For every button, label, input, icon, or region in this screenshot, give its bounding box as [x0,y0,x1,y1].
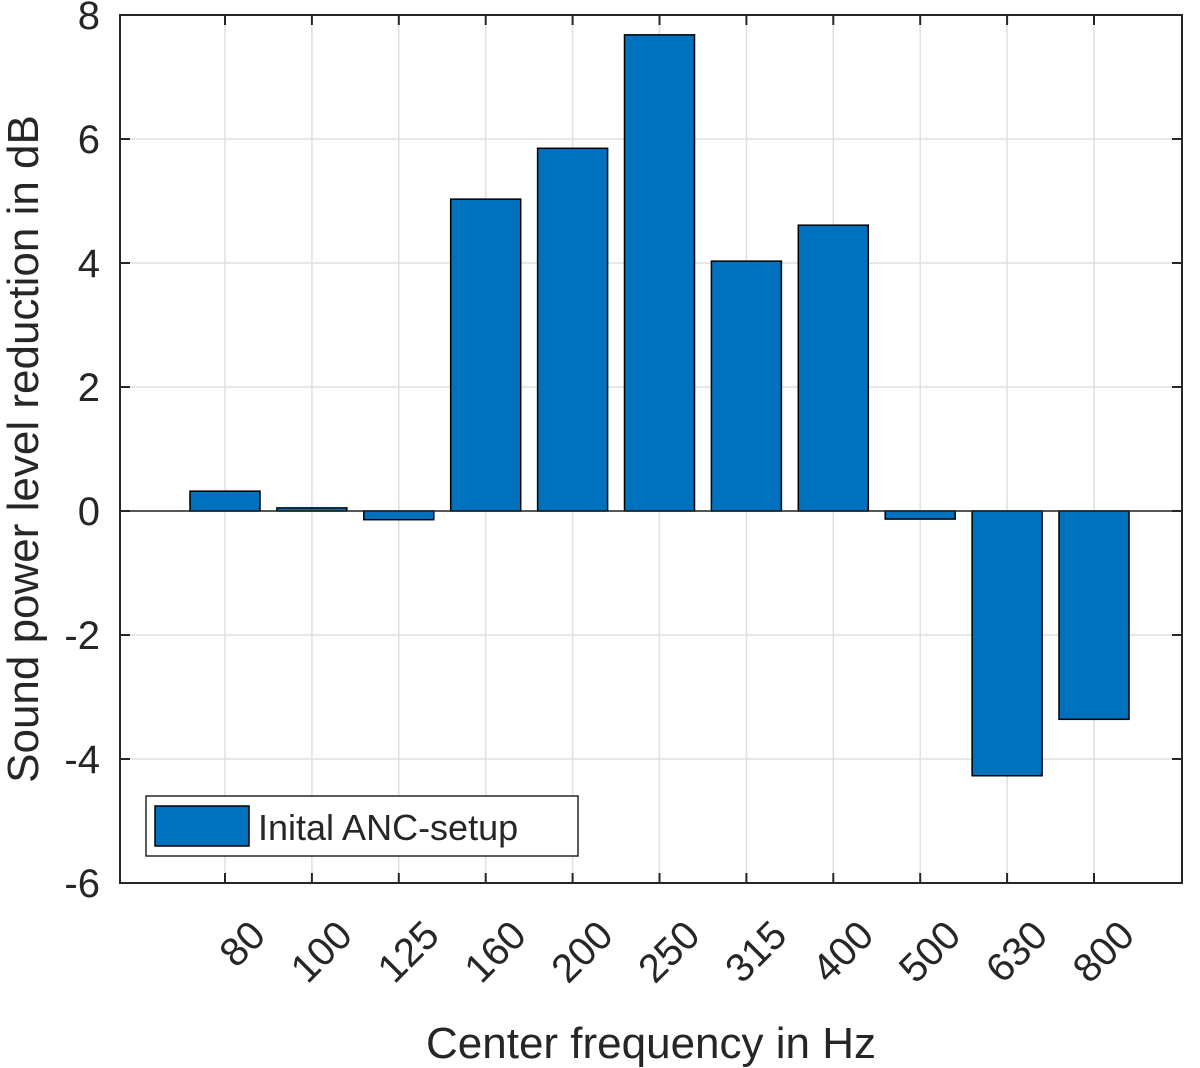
y-tick-label: -4 [64,738,100,782]
y-tick-label: -6 [64,862,100,906]
axes-box [119,14,1183,884]
y-tick-label: 2 [78,366,100,410]
y-tick-label: 4 [78,242,100,286]
bar-160 [449,198,522,512]
x-tick-label: 160 [456,913,534,991]
y-axis-ticks: -6 -4 -2 0 2 4 6 8 [64,0,1182,906]
bars-group [189,34,1130,777]
y-axis-label: Sound power level reduction in dB [0,115,48,783]
x-tick-label: 80 [211,913,274,976]
x-tick-label: 630 [978,913,1056,991]
y-tick-label: -2 [64,614,100,658]
bar-200 [536,147,609,512]
legend-swatch [154,805,250,847]
x-tick-label: 250 [630,913,708,991]
bar-80 [189,490,261,512]
bar-630 [971,510,1043,777]
x-tick-label: 800 [1065,913,1143,991]
x-axis-label: Center frequency in Hz [426,1019,876,1068]
bar-400 [797,224,870,512]
x-tick-label: 400 [804,913,882,991]
x-tick-label: 100 [283,913,361,991]
legend: Inital ANC-setup [145,795,579,857]
bar-500 [884,510,956,520]
bar-315 [710,260,783,512]
bar-800 [1058,510,1130,721]
y-tick-label: 0 [78,490,100,534]
legend-label: Inital ANC-setup [258,807,518,848]
y-tick-label: 8 [78,0,100,38]
x-tick-label: 200 [543,913,621,991]
x-tick-label: 125 [369,913,447,991]
bar-125 [363,510,435,521]
x-tick-label: 315 [717,913,795,991]
bar-250 [623,34,696,512]
x-tick-label: 500 [891,913,969,991]
y-tick-label: 6 [78,118,100,162]
